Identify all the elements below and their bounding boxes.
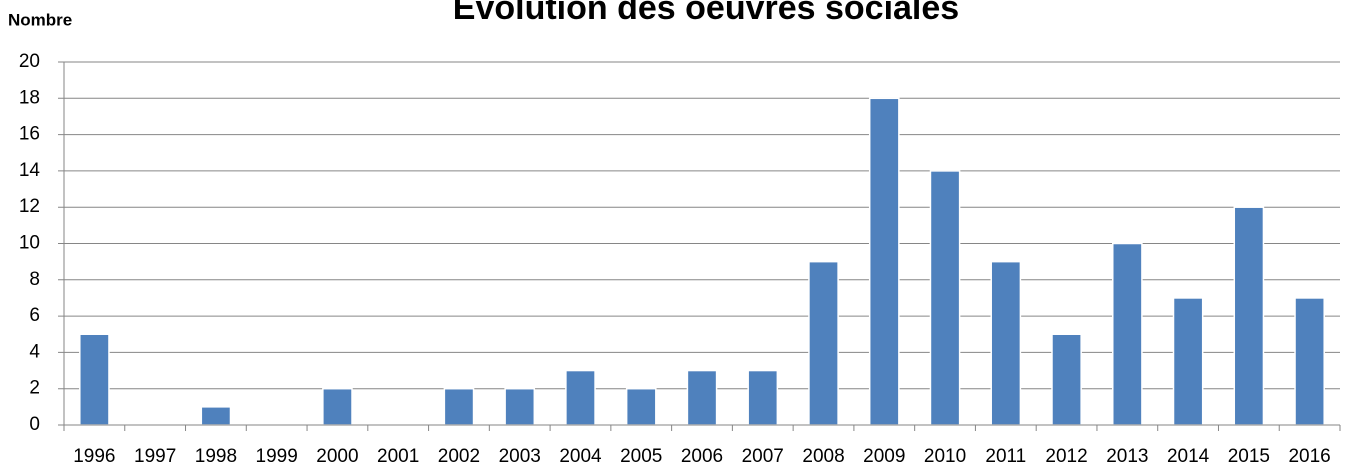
y-tick-label: 14 <box>19 160 41 181</box>
bar <box>990 260 1022 426</box>
y-axis-label: Nombre <box>8 10 72 29</box>
x-tick-label: 2005 <box>620 446 662 467</box>
bar <box>79 333 110 426</box>
x-tick-label: 2010 <box>924 446 966 467</box>
bar <box>625 387 657 426</box>
y-tick-label: 16 <box>19 124 40 145</box>
y-tick-label: 18 <box>19 87 40 108</box>
x-tick-label: 2014 <box>1167 446 1210 467</box>
x-tick-label: 1997 <box>134 446 176 467</box>
x-tick-label: 2015 <box>1228 446 1270 467</box>
bar <box>200 406 232 426</box>
y-tick-label: 6 <box>29 305 40 326</box>
bar <box>808 260 839 426</box>
x-tick-label: 2012 <box>1045 446 1087 467</box>
x-tick-label: 2008 <box>802 446 844 467</box>
bar <box>1294 297 1325 426</box>
x-tick-label: 2011 <box>985 446 1026 467</box>
chart-title: Évolution des oeuvres sociales <box>453 0 959 27</box>
bar <box>1172 297 1204 426</box>
bar <box>1233 206 1265 426</box>
y-tick-label: 20 <box>19 51 40 72</box>
bar <box>686 369 718 426</box>
y-tick-label: 8 <box>29 269 40 290</box>
y-tick-label: 2 <box>29 378 40 399</box>
x-tick-label: 2013 <box>1106 446 1148 467</box>
x-tick-label: 2002 <box>438 446 480 467</box>
bar <box>1112 242 1143 426</box>
x-tick-label: 2009 <box>863 446 905 467</box>
y-tick-label: 10 <box>19 233 40 254</box>
y-tick-label: 12 <box>19 196 40 217</box>
bar <box>1051 333 1082 426</box>
x-tick-label: 1998 <box>195 446 237 467</box>
x-tick-label: 2007 <box>742 446 784 467</box>
y-tick-label: 0 <box>29 414 40 435</box>
x-tick-label: 2006 <box>681 446 723 467</box>
bar <box>322 387 353 426</box>
bar <box>443 387 475 426</box>
bar <box>747 369 779 426</box>
bar <box>504 387 536 426</box>
x-tick-label: 1999 <box>256 446 298 467</box>
x-tick-label: 2004 <box>559 446 602 467</box>
bar <box>565 369 596 426</box>
bar <box>868 97 900 426</box>
y-tick-label: 4 <box>29 341 40 362</box>
x-tick-label: 2003 <box>499 446 541 467</box>
x-tick-label: 2016 <box>1288 446 1330 467</box>
bar <box>929 170 961 426</box>
x-tick-label: 2000 <box>316 446 358 467</box>
x-tick-label: 1996 <box>73 446 115 467</box>
x-tick-label: 2001 <box>377 446 419 467</box>
